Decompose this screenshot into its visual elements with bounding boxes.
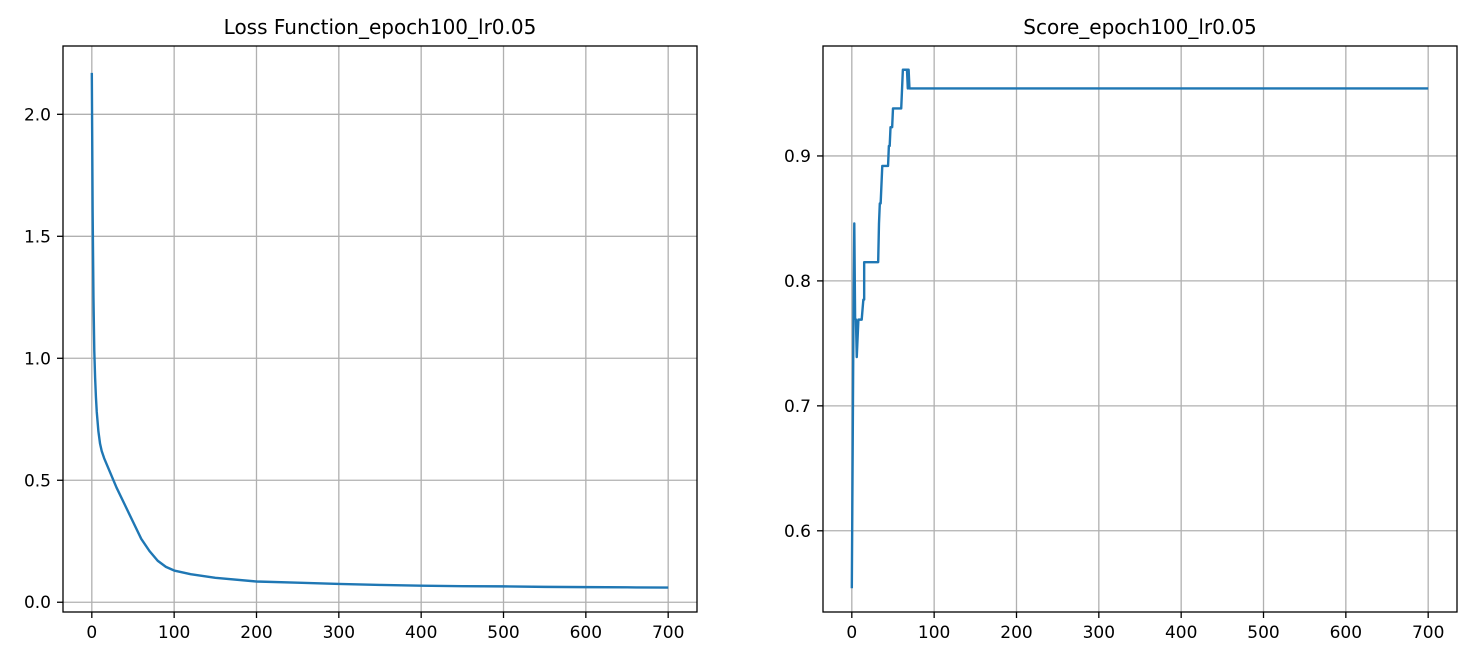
loss-chart-y-tick-label: 2.0 — [24, 105, 51, 125]
loss-chart-y-tick-label: 1.5 — [24, 227, 51, 247]
loss-chart-axes-frame — [62, 45, 698, 613]
score-chart-y-tick-label: 0.9 — [784, 147, 811, 167]
loss-chart-y-tick-label: 0.0 — [24, 593, 51, 613]
score-chart-x-tick-label: 200 — [1000, 623, 1032, 643]
score-chart-x-tick-label: 0 — [846, 623, 857, 643]
loss-chart-series-line — [90, 72, 669, 589]
score-chart-x-tick-label: 600 — [1330, 623, 1362, 643]
loss-chart: Loss Function_epoch100_lr0.05 0 100 200 300… — [24, 15, 698, 643]
loss-chart-x-tick-label: 0 — [86, 623, 97, 643]
loss-chart-y-tick-label: 1.0 — [24, 349, 51, 369]
loss-chart-series — [90, 72, 669, 589]
score-chart-x-tick-label: 700 — [1412, 623, 1444, 643]
loss-chart-grid — [63, 46, 697, 612]
score-chart-series-line — [850, 68, 1429, 589]
score-chart-x-tick-label: 500 — [1247, 623, 1279, 643]
score-chart-y-tick-label: 0.7 — [784, 397, 811, 417]
score-chart-grid — [823, 46, 1457, 612]
loss-chart-x-tick-label: 100 — [158, 623, 190, 643]
score-chart-y-tick-label: 0.8 — [784, 272, 811, 292]
loss-chart-x-tick-label: 500 — [487, 623, 519, 643]
score-chart-series — [850, 68, 1429, 589]
loss-chart-title: Loss Function_epoch100_lr0.05 — [224, 15, 537, 39]
loss-chart-ticks: 0 100 200 300 400 500 600 700 0.0 0.5 1.0 1.5 2.0 — [24, 105, 684, 643]
loss-chart-y-tick-label: 0.5 — [24, 471, 51, 491]
loss-chart-x-tick-label: 700 — [652, 623, 684, 643]
loss-chart-x-tick-label: 600 — [570, 623, 602, 643]
score-chart-x-tick-label: 300 — [1083, 623, 1115, 643]
loss-chart-x-tick-label: 300 — [323, 623, 355, 643]
loss-chart-x-tick-label: 200 — [240, 623, 272, 643]
score-chart-axes-frame — [822, 45, 1458, 613]
loss-chart-x-tick-label: 400 — [405, 623, 437, 643]
score-chart-x-tick-label: 100 — [918, 623, 950, 643]
score-chart-x-tick-label: 400 — [1165, 623, 1197, 643]
score-chart: Score_epoch100_lr0.05 0 100 200 300 400 500 60… — [784, 15, 1458, 643]
score-chart-ticks: 0 100 200 300 400 500 600 700 0.6 0.7 0.8 0.9 — [784, 147, 1444, 643]
score-chart-y-tick-label: 0.6 — [784, 522, 811, 542]
score-chart-title: Score_epoch100_lr0.05 — [1023, 15, 1256, 39]
